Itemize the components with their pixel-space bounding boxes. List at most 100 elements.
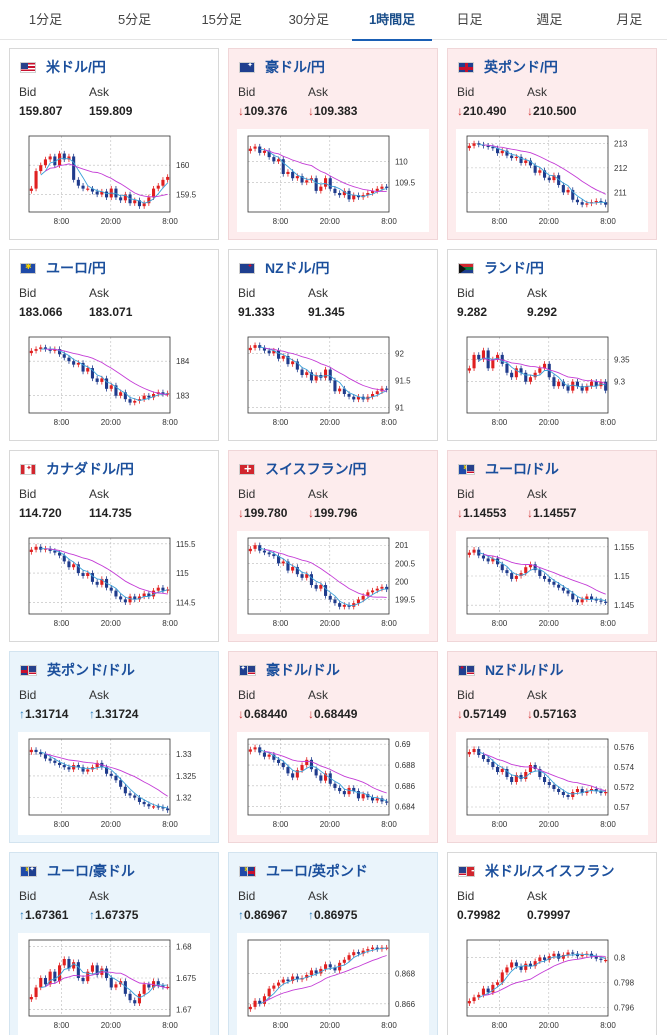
- x-tick-label: 20:00: [539, 619, 560, 628]
- tab-5[interactable]: 1時間足: [352, 0, 433, 41]
- currency-pair-link[interactable]: NZドル/ドル: [485, 662, 564, 678]
- tab-7[interactable]: 週足: [536, 12, 563, 27]
- price-chart[interactable]: 115.5 115 114.5 8:00 20:00 8:00: [18, 531, 210, 634]
- currency-pair-link[interactable]: NZドル/円: [265, 260, 330, 276]
- candle-body: [319, 775, 323, 781]
- rate-card[interactable]: スイスフラン/円BidAsk↓199.780↓199.796201200.520…: [228, 450, 438, 642]
- rate-card[interactable]: ユーロ/豪ドルBidAsk↑1.67361↑1.673751.681.6751.…: [9, 852, 219, 1035]
- rate-card[interactable]: 豪ドル/円BidAsk↓109.376↓109.383110109.58:002…: [228, 48, 438, 240]
- rate-card[interactable]: ユーロ/ドルBidAsk↓1.14553↓1.145571.1551.151.1…: [447, 450, 657, 642]
- bid-value-text: 210.490: [463, 104, 507, 118]
- ask-label: Ask: [308, 286, 329, 300]
- rate-card[interactable]: カナダドル/円 Bid Ask 114.720 114.735 115.5 115 114.5…: [9, 450, 219, 642]
- tab-8[interactable]: 月足: [616, 12, 643, 27]
- price-chart[interactable]: 201 200.5 200 199.5 8:00 20:00 8:00: [237, 531, 429, 634]
- currency-flags: [20, 463, 36, 475]
- currency-pair-link[interactable]: 豪ドル/ドル: [266, 662, 340, 678]
- currency-pair-link[interactable]: ユーロ/英ポンド: [266, 863, 368, 879]
- price-chart[interactable]: 1.155 1.15 1.145 8:00 20:00 8:00: [456, 531, 648, 634]
- candle-body: [505, 769, 509, 777]
- candle-body: [86, 188, 90, 190]
- price-chart[interactable]: 0.8 0.798 0.796 8:00 20:00 8:00: [456, 933, 648, 1035]
- candle-body: [338, 193, 342, 196]
- price-chart[interactable]: 0.69 0.688 0.686 0.684 8:00 20:00 8:00: [237, 732, 429, 835]
- ask-label: Ask: [527, 286, 548, 300]
- short-moving-average-line: [478, 552, 606, 602]
- candle-body: [123, 194, 127, 201]
- currency-pair-link[interactable]: 英ポンド/円: [484, 59, 558, 75]
- currency-pair-link[interactable]: カナダドル/円: [46, 461, 134, 477]
- currency-pair-link[interactable]: 米ドル/円: [46, 59, 106, 75]
- candle-body: [309, 372, 314, 381]
- candle-body: [472, 143, 476, 146]
- currency-pair-link[interactable]: ユーロ/円: [46, 260, 106, 276]
- price-chart[interactable]: 184 183 8:00 20:00 8:00: [18, 330, 210, 433]
- currency-pair-link[interactable]: スイスフラン/円: [265, 461, 367, 477]
- price-chart[interactable]: 110 109.5 8:00 20:00 8:00: [237, 129, 429, 232]
- bid-value-text: 199.780: [244, 506, 288, 520]
- candle-body: [151, 806, 156, 808]
- tab-4[interactable]: 30分足: [288, 12, 330, 27]
- rate-card[interactable]: 米ドル/円 Bid Ask 159.807 159.809 160 159.5 8:00 20:…: [9, 48, 219, 240]
- rate-card[interactable]: 豪ドル/ドルBidAsk↓0.68440↓0.684490.690.6880.6…: [228, 651, 438, 843]
- candle-body: [542, 363, 547, 369]
- tab-1[interactable]: 1分足: [28, 12, 63, 27]
- rate-card[interactable]: 英ポンド/ドル Bid Ask ↑1.31714 ↑1.31724 1.33 1.325 1.…: [9, 651, 219, 843]
- us-flag-icon: [28, 664, 37, 676]
- candle-body: [151, 188, 156, 198]
- arrow-down-icon: ↓: [527, 104, 533, 118]
- rate-card[interactable]: 英ポンド/円 Bid Ask ↓210.490 ↓210.500 213 212 211 8:0…: [447, 48, 657, 240]
- rate-card[interactable]: ユーロ/円 Bid Ask 183.066 183.071 184 183 8:00 20:00…: [9, 249, 219, 441]
- rate-card[interactable]: ランド/円 Bid Ask 9.282 9.292 9.35 9.3 8:00 20:00 8:0…: [447, 249, 657, 441]
- currency-pair-link[interactable]: ユーロ/豪ドル: [47, 863, 135, 879]
- price-chart[interactable]: 213 212 211 8:00 20:00 8:00: [456, 129, 648, 232]
- candle-body: [575, 599, 580, 603]
- candle-body: [580, 386, 584, 391]
- candle-body: [505, 150, 509, 156]
- arrow-down-icon: ↓: [527, 707, 533, 721]
- long-moving-average-line: [483, 144, 606, 195]
- currency-pair-link[interactable]: 英ポンド/ドル: [47, 662, 135, 678]
- bid-label: Bid: [238, 487, 256, 501]
- price-chart[interactable]: 92 91.5 91 8:00 20:00 8:00: [237, 330, 429, 433]
- bid-value: 0.79982: [457, 908, 500, 922]
- candle-body: [561, 954, 565, 959]
- candle-body: [571, 189, 575, 200]
- rate-card[interactable]: NZドル/ドルBidAsk↓0.57149↓0.571630.5760.5740…: [447, 651, 657, 843]
- candle-body: [281, 561, 285, 564]
- x-tick-label: 8:00: [492, 1021, 508, 1030]
- short-moving-average-line: [40, 963, 168, 999]
- price-chart[interactable]: 0.868 0.866 8:00 20:00 8:00: [237, 933, 429, 1035]
- rate-card[interactable]: NZドル/円 Bid Ask 91.333 91.345 92 91.5 91 8:00 20:0…: [228, 249, 438, 441]
- long-moving-average-line: [264, 347, 387, 392]
- y-tick-label: 212: [614, 164, 628, 173]
- price-chart[interactable]: 9.35 9.3 8:00 20:00 8:00: [456, 330, 648, 433]
- tab-6[interactable]: 日足: [456, 12, 483, 27]
- candle-body: [119, 392, 123, 396]
- currency-pair-link[interactable]: 米ドル/スイスフラン: [485, 863, 615, 879]
- price-chart[interactable]: 0.576 0.574 0.572 0.57 8:00 20:00 8:00: [456, 732, 648, 835]
- candle-body: [128, 793, 132, 796]
- candle-body: [375, 798, 379, 801]
- candle-body: [128, 399, 132, 403]
- short-moving-average-line: [259, 346, 387, 399]
- rate-card[interactable]: ユーロ/英ポンドBidAsk↑0.86967↑0.869750.8680.866…: [228, 852, 438, 1035]
- candle-body: [580, 202, 584, 205]
- price-chart[interactable]: 160 159.5 8:00 20:00 8:00: [18, 129, 210, 232]
- tab-3[interactable]: 15分足: [201, 12, 242, 27]
- rate-card[interactable]: 米ドル/スイスフランBidAsk0.799820.799970.80.7980.…: [447, 852, 657, 1035]
- price-chart[interactable]: 1.33 1.325 1.32 8:00 20:00 8:00: [18, 732, 210, 835]
- candle-body: [514, 368, 518, 378]
- price-chart[interactable]: 1.68 1.675 1.67 8:00 20:00 8:00: [18, 933, 210, 1035]
- currency-pair-link[interactable]: 豪ドル/円: [265, 59, 325, 75]
- candle-body: [477, 549, 481, 556]
- candle-body: [86, 368, 90, 372]
- candle-body: [248, 749, 252, 752]
- currency-pair-link[interactable]: ユーロ/ドル: [485, 461, 559, 477]
- y-tick-label: 110: [395, 157, 408, 166]
- tab-2[interactable]: 5分足: [117, 12, 152, 27]
- long-moving-average-line: [45, 971, 168, 989]
- candle-body: [29, 997, 33, 1000]
- candle-body: [305, 574, 309, 578]
- currency-pair-link[interactable]: ランド/円: [484, 260, 544, 276]
